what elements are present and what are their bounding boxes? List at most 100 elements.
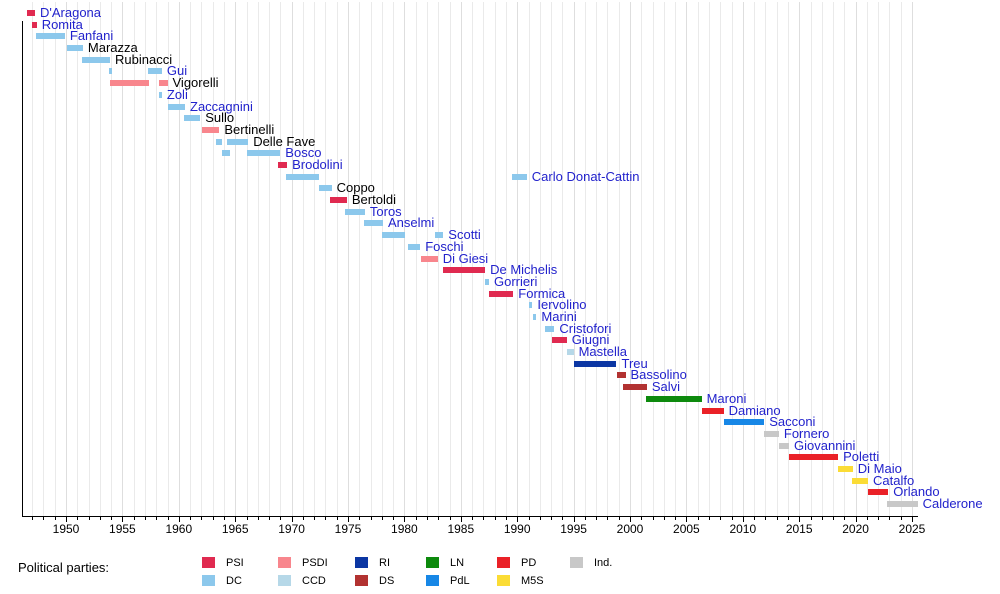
minister-label: Vigorelli	[172, 75, 219, 91]
minister-label[interactable]: De Michelis	[490, 262, 558, 278]
year-gridline	[596, 2, 598, 516]
year-gridline	[404, 2, 406, 516]
axis-major-tick	[855, 517, 857, 522]
legend-label-psi: PSI	[226, 557, 244, 569]
minister-label: Delle Fave	[253, 133, 316, 149]
minister-label[interactable]: Scotti	[448, 227, 481, 243]
axis-major-tick	[178, 517, 180, 522]
year-gridline	[776, 2, 778, 516]
minister-label[interactable]: Treu	[621, 355, 648, 371]
axis-minor-tick	[145, 517, 146, 520]
timeline-bar	[408, 243, 421, 250]
axis-minor-tick	[88, 517, 90, 520]
minister-label[interactable]: Romita	[41, 16, 83, 32]
axis-tick-label: 1995	[560, 522, 587, 536]
year-gridline	[359, 2, 361, 516]
year-gridline	[844, 2, 846, 516]
minister-label: Bertinelli	[224, 121, 275, 137]
minister-label[interactable]: Anselmi	[388, 215, 435, 231]
minister-label[interactable]: Calderone	[922, 496, 983, 511]
axis-major-tick	[460, 517, 462, 522]
minister-label[interactable]: Zoli	[166, 86, 188, 102]
axis-minor-tick	[43, 517, 45, 520]
year-gridline	[460, 2, 462, 516]
minister-label[interactable]: Damiano	[728, 402, 781, 418]
axis-minor-tick	[280, 517, 282, 520]
year-gridline	[630, 2, 631, 516]
minister-label[interactable]: Cristofori	[559, 320, 612, 336]
axis-tick-label: 1955	[109, 522, 136, 536]
year-gridline	[415, 2, 417, 516]
axis-minor-tick	[720, 517, 722, 520]
timeline-bar	[159, 80, 168, 87]
axis-minor-tick	[438, 517, 440, 520]
year-gridline	[833, 2, 834, 516]
timeline-bar	[573, 360, 617, 367]
axis-minor-tick	[381, 517, 383, 520]
minister-label[interactable]: Formica	[518, 285, 566, 301]
year-gridline	[663, 2, 665, 516]
minister-label[interactable]: Di Giesi	[442, 250, 489, 266]
timeline-bar	[221, 150, 230, 157]
minister-label[interactable]: Carlo Donat-Cattin	[531, 168, 640, 184]
minister-label[interactable]: Iervolino	[537, 297, 587, 313]
year-gridline	[878, 2, 880, 516]
minister-label[interactable]: D'Aragona	[40, 5, 102, 20]
minister-label[interactable]: Giugni	[571, 332, 610, 348]
timeline-bar	[216, 138, 222, 145]
minister-label[interactable]: Giovannini	[794, 437, 856, 453]
timeline-bar	[381, 232, 405, 239]
axis-minor-tick	[607, 517, 609, 520]
timeline-bar	[344, 208, 365, 215]
axis-minor-tick	[314, 517, 316, 520]
axis-minor-tick	[223, 517, 225, 520]
year-gridline	[88, 2, 90, 516]
axis-major-tick	[348, 517, 349, 522]
axis-minor-tick	[709, 517, 710, 520]
minister-label[interactable]: Maroni	[706, 390, 747, 406]
axis-minor-tick	[539, 517, 541, 520]
minister-label[interactable]: Orlando	[893, 484, 940, 500]
minister-label[interactable]: Marini	[541, 308, 577, 324]
minister-label[interactable]: Poletti	[843, 449, 880, 465]
axis-tick-label: 2000	[616, 522, 644, 536]
year-gridline	[505, 2, 507, 516]
minister-label[interactable]: Sacconi	[769, 414, 816, 430]
minister-label[interactable]: Toros	[369, 203, 402, 219]
year-gridline	[517, 2, 519, 516]
minister-label[interactable]: Bassolino	[630, 367, 687, 383]
x-axis-line	[22, 516, 918, 517]
minister-label[interactable]: Di Maio	[857, 460, 902, 476]
timeline-bar	[226, 138, 249, 145]
axis-minor-tick	[697, 517, 699, 520]
minister-label[interactable]: Mastella	[578, 344, 628, 359]
minister-label[interactable]: Fornero	[783, 425, 830, 441]
timeline-bar	[645, 395, 702, 402]
minister-label[interactable]: Zaccagnini	[190, 98, 253, 114]
year-gridline	[607, 2, 609, 516]
minister-label[interactable]: Salvi	[651, 379, 681, 395]
timeline-bar	[364, 220, 383, 227]
axis-tick-label: 1975	[334, 522, 362, 536]
axis-minor-tick	[190, 517, 192, 520]
timeline-bar	[701, 407, 724, 414]
minister-label[interactable]: Bosco	[285, 145, 322, 161]
axis-minor-tick	[663, 517, 665, 520]
year-gridline	[32, 2, 34, 516]
axis-major-tick	[122, 517, 124, 522]
year-gridline	[551, 2, 552, 516]
axis-major-tick	[912, 517, 913, 522]
minister-label[interactable]: Gui	[166, 63, 188, 79]
minister-label[interactable]: Foschi	[425, 238, 464, 254]
axis-minor-tick	[449, 517, 451, 520]
minister-label[interactable]: Catalfo	[873, 472, 915, 488]
year-gridline	[77, 2, 79, 516]
year-gridline	[257, 2, 259, 516]
timeline-bar	[551, 337, 567, 344]
timeline-bar	[35, 33, 65, 40]
minister-label[interactable]: Brodolini	[292, 157, 343, 172]
year-gridline	[280, 2, 282, 516]
minister-label[interactable]: Fanfani	[69, 28, 114, 44]
minister-label[interactable]: Gorrieri	[494, 273, 538, 289]
timeline-bar	[67, 45, 83, 52]
